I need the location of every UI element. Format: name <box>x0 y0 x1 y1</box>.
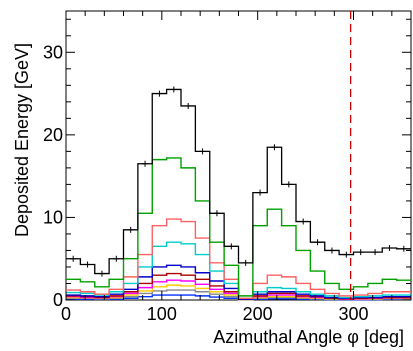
data-point-marker <box>70 255 77 262</box>
x-axis-label: Azimuthal Angle φ [deg] <box>213 327 404 347</box>
data-point-marker <box>271 144 278 151</box>
data-point-marker <box>285 181 292 188</box>
y-tick-label: 20 <box>43 125 63 145</box>
data-point-marker <box>400 245 407 252</box>
data-point-marker <box>213 210 220 217</box>
data-point-marker <box>84 261 91 268</box>
data-point-marker <box>185 102 192 109</box>
data-point-marker <box>300 218 307 225</box>
x-tick-label: 200 <box>243 304 273 324</box>
data-point-marker <box>142 160 149 167</box>
y-tick-label: 10 <box>43 207 63 227</box>
data-point-marker <box>314 239 321 246</box>
data-point-marker <box>257 189 264 196</box>
data-point-marker <box>170 86 177 93</box>
data-point-marker <box>156 90 163 97</box>
x-tick-label: 0 <box>61 304 71 324</box>
ticks-layer: 0 100 200 300 0 10 20 30 <box>43 11 412 324</box>
data-point-marker <box>228 243 235 250</box>
data-point-marker <box>372 249 379 256</box>
data-point-marker <box>199 148 206 155</box>
series-line-0 <box>66 88 411 275</box>
y-axis-label: Deposited Energy [GeV] <box>12 43 32 237</box>
series-line-1 <box>66 157 411 297</box>
y-tick-label: 30 <box>43 42 63 62</box>
x-tick-label: 300 <box>338 304 368 324</box>
data-point-marker <box>386 244 393 251</box>
x-tick-label: 100 <box>147 304 177 324</box>
data-point-marker <box>343 251 350 258</box>
data-point-marker <box>242 259 249 266</box>
series-layer <box>66 86 411 301</box>
y-tick-label: 0 <box>53 290 63 310</box>
data-point-marker <box>328 247 335 254</box>
data-point-marker <box>127 226 134 233</box>
data-point-marker <box>113 255 120 262</box>
data-point-marker <box>357 249 364 256</box>
data-point-marker <box>98 270 105 277</box>
